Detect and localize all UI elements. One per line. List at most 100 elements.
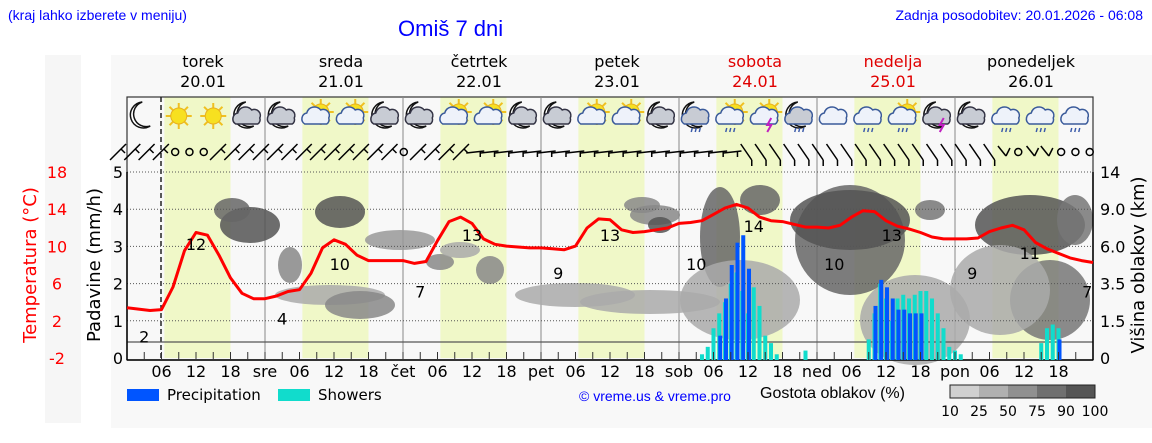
day-header: ponedeljek 26.01 — [961, 52, 1101, 92]
copyright-link[interactable]: © vreme.us & vreme.pro — [579, 388, 731, 404]
density-tick: 90 — [1057, 404, 1075, 420]
precipitation-bar — [729, 265, 734, 360]
precipitation-swatch — [127, 389, 159, 401]
density-tick: 50 — [999, 404, 1017, 420]
cloud-icon — [818, 106, 848, 125]
x-tick-label: 06 — [565, 362, 585, 381]
day-name: sreda — [318, 52, 364, 71]
showers-bar — [711, 328, 716, 360]
cloud-height-tick: 14 — [1100, 163, 1120, 182]
temperature-value-label: 10 — [686, 255, 706, 274]
day-date: 26.01 — [1008, 72, 1054, 91]
wind-barb-icon — [266, 143, 284, 161]
wind-barb-icon — [509, 150, 528, 157]
temperature-value-label: 10 — [330, 255, 350, 274]
cloud-density-region — [950, 245, 1050, 335]
x-tick-label: 06 — [979, 362, 999, 381]
temperature-tick: 18 — [47, 163, 67, 182]
x-tick-label: 06 — [289, 362, 309, 381]
precipitation-bar — [723, 298, 729, 360]
precipitation-bar — [873, 305, 878, 360]
x-tick-label: 12 — [324, 362, 344, 381]
showers-swatch — [278, 389, 310, 401]
temperature-tick: 6 — [52, 275, 62, 294]
precipitation-bar — [718, 335, 723, 360]
cloud-height-tick: 3.5 — [1100, 275, 1125, 294]
x-tick-label: 06 — [703, 362, 723, 381]
cloud-density-region — [740, 185, 780, 215]
x-tick-label: 06 — [151, 362, 171, 381]
precipitation-bar — [890, 298, 895, 360]
precipitation-bar — [896, 309, 901, 360]
density-colorbar-segment — [979, 385, 1008, 398]
sun-cloud-icon — [611, 99, 645, 125]
precip-tick: 2 — [113, 275, 123, 294]
temperature-value-label: 4 — [277, 310, 287, 329]
sun-cloud-icon — [335, 99, 369, 125]
x-tick-label: 12 — [186, 362, 206, 381]
wind-barb-icon — [723, 150, 742, 157]
wind-barb-icon — [352, 143, 370, 161]
wind-barb-icon — [854, 143, 867, 166]
wind-barb-icon — [309, 143, 327, 161]
legend-showers-label: Showers — [318, 386, 382, 404]
wind-barb-icon — [152, 143, 170, 161]
cloud-density-region — [426, 254, 454, 270]
temperature-value-label: 12 — [186, 235, 206, 254]
wind-barb-icon — [1025, 145, 1040, 157]
wind-barb-icon — [399, 147, 409, 157]
temperature-value-label: 13 — [600, 226, 620, 245]
x-tick-label: 18 — [496, 362, 516, 381]
temperature-tick: 14 — [47, 200, 67, 219]
wind-barb-icon — [783, 143, 796, 166]
wind-barb-icon — [954, 143, 967, 166]
wind-barb-icon — [480, 150, 499, 157]
wind-barb-icon — [238, 143, 256, 161]
wind-barb-icon — [466, 150, 485, 157]
wind-barb-icon — [983, 143, 996, 166]
wind-barb-icon — [366, 143, 384, 161]
precipitation-bar — [913, 313, 918, 360]
wind-barb-icon — [940, 143, 953, 166]
wind-barb-icon — [223, 143, 241, 161]
x-tick-label: 18 — [910, 362, 930, 381]
showers-bar — [947, 346, 952, 360]
x-tick-label: 18 — [634, 362, 654, 381]
wind-barb-icon — [566, 150, 585, 157]
precipitation-bar — [741, 235, 746, 360]
moon-cloud-icon — [370, 101, 400, 129]
day-name: petek — [594, 52, 640, 71]
precipitation-bar — [735, 242, 740, 360]
x-tick-label: ned — [802, 362, 832, 381]
x-tick-label: 06 — [427, 362, 447, 381]
moon-cloud-icon — [646, 101, 676, 129]
density-colorbar-segment — [1037, 385, 1066, 398]
day-date: 25.01 — [870, 72, 916, 91]
temperature-value-label: 2 — [139, 328, 149, 347]
temperature-value-label: 10 — [824, 255, 844, 274]
x-tick-label: 18 — [220, 362, 240, 381]
day-name: ponedeljek — [987, 52, 1075, 71]
cloud-density-region — [325, 291, 395, 319]
showers-bar — [935, 313, 940, 360]
showers-bar — [1044, 328, 1050, 360]
legend-precipitation: Precipitation — [127, 386, 261, 404]
showers-bar — [866, 339, 871, 360]
day-header: sreda 21.01 — [271, 52, 411, 92]
wind-barb-icon — [1040, 145, 1054, 157]
sun-cloud-icon — [439, 99, 472, 125]
showers-bar — [803, 350, 808, 360]
daylight-band — [164, 97, 231, 358]
moon-storm-icon — [922, 101, 952, 133]
day-header: nedelja 25.01 — [823, 52, 963, 92]
showers-bar — [941, 328, 946, 360]
moon-cloud-icon — [266, 101, 296, 129]
page-title: Omiš 7 dni — [398, 16, 504, 41]
wind-barb-icon — [609, 150, 628, 157]
wind-barb-icon — [825, 143, 839, 166]
wind-barb-icon — [811, 143, 824, 166]
x-tick-label: 12 — [1014, 362, 1034, 381]
temperature-axis-panel — [45, 55, 81, 423]
wind-barb-icon — [138, 143, 156, 161]
wind-barb-icon — [694, 150, 713, 157]
